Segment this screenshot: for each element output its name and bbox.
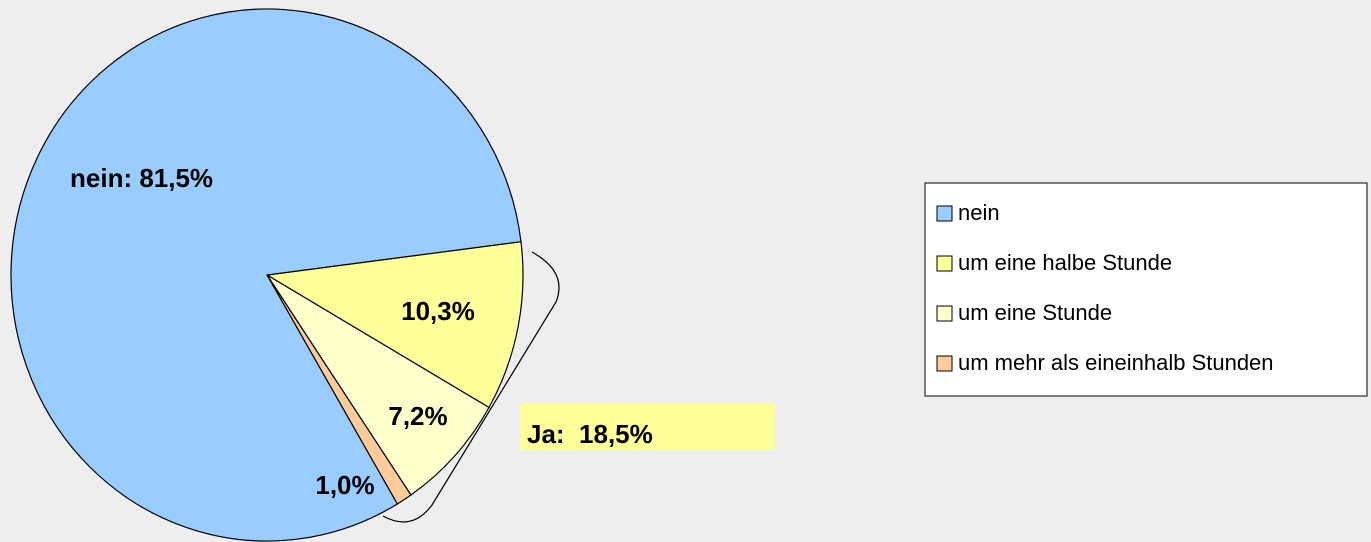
data-label: nein: 81,5% <box>70 163 213 193</box>
legend-box <box>924 182 1368 397</box>
legend-label: um eine Stunde <box>958 300 1112 325</box>
legend-swatch <box>936 255 953 272</box>
legend-label: um mehr als eineinhalb Stunden <box>958 350 1274 375</box>
bracket <box>382 251 560 523</box>
legend-swatch <box>936 355 953 372</box>
legend-label: nein <box>958 200 1000 225</box>
annotation: Ja: 18,5% <box>527 419 653 449</box>
data-label: 1,0% <box>315 470 374 500</box>
data-label: 7,2% <box>388 401 447 431</box>
pie-slice <box>10 8 522 542</box>
legend-label: um eine halbe Stunde <box>958 250 1172 275</box>
legend-swatch <box>936 305 953 322</box>
data-label: 10,3% <box>401 296 475 326</box>
pie-slice <box>266 274 490 496</box>
annotation-box <box>520 403 775 450</box>
pie-slice <box>265 240 524 409</box>
legend-swatch <box>936 205 953 222</box>
